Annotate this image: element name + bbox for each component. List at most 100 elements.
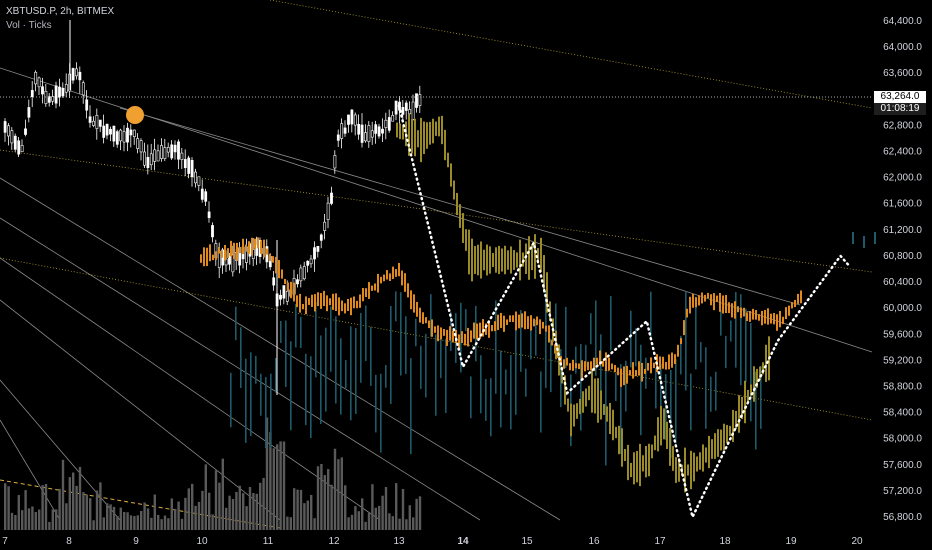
projection-orange-bar — [680, 338, 682, 344]
candle-body — [387, 117, 391, 131]
volume-bar — [157, 514, 160, 530]
candle-body — [163, 147, 167, 159]
date-tick-label: 19 — [785, 536, 797, 547]
projection-orange-bar — [758, 314, 760, 321]
projection-orange-bar — [395, 269, 397, 277]
projection-orange-bar — [734, 301, 736, 319]
date-tick-label: 15 — [521, 536, 533, 547]
date-axis: 7 8 9 10 11 12 13 14 15 16 17 18 19 20 — [2, 536, 863, 547]
candle-body — [88, 116, 92, 123]
volume-bar — [85, 494, 88, 530]
price-tick-label: 58,800.0 — [883, 381, 922, 392]
projection-orange-bar — [443, 328, 445, 336]
projection-olive-bar — [462, 213, 464, 243]
projection-volume-bar — [260, 373, 262, 416]
projection-orange-bar — [596, 357, 598, 365]
projection-volume-bar — [680, 335, 682, 375]
projection-orange-bar — [257, 237, 259, 249]
projection-orange-bar — [707, 292, 709, 299]
projection-orange-bar — [317, 292, 319, 307]
projection-orange-bar — [326, 295, 328, 312]
candle-body — [41, 86, 44, 95]
projection-orange-bar — [206, 247, 208, 267]
projection-volume-bar — [345, 360, 347, 389]
projection-orange-bar — [581, 360, 583, 379]
trend-line — [0, 177, 561, 521]
projection-orange-bar — [794, 299, 796, 308]
projection-orange-bar — [482, 319, 484, 337]
projection-orange-bar — [263, 239, 265, 258]
candle-body — [217, 250, 221, 268]
projection-orange-bar — [233, 242, 235, 260]
projection-volume-bar — [650, 291, 652, 340]
projection-volume-bar — [270, 373, 272, 448]
projection-orange-bar — [437, 325, 439, 342]
candle-body — [364, 132, 367, 142]
projection-orange-bar — [683, 320, 685, 336]
candle-body — [47, 96, 51, 103]
projection-orange-bar — [347, 298, 349, 312]
volume-bar — [174, 508, 177, 530]
projection-orange-bar — [509, 315, 511, 322]
candle-body — [10, 130, 14, 144]
projection-olive-bar — [528, 236, 530, 280]
projection-volume-bar — [670, 370, 672, 459]
projection-orange-bar — [671, 352, 673, 368]
projection-olive-bar — [477, 244, 479, 276]
projection-orange-bar — [221, 250, 223, 258]
projection-olive-bar — [396, 122, 398, 138]
volume-bar — [361, 498, 364, 530]
projection-orange-bar — [464, 333, 466, 346]
projection-volume-bar — [375, 374, 377, 433]
projection-olive-bar — [420, 117, 422, 163]
volume-bar — [184, 497, 187, 530]
volume-ma-line — [0, 479, 281, 529]
candle-body — [302, 266, 306, 280]
candle-body — [129, 129, 133, 136]
volume-bar — [208, 492, 211, 530]
projection-orange-bar — [572, 359, 574, 371]
volume-bar — [72, 472, 75, 530]
projection-olive-bar — [429, 121, 431, 145]
projection-orange-bar — [503, 315, 505, 332]
projection-orange-bar — [590, 361, 592, 371]
projection-orange-bar — [752, 308, 754, 320]
candle-body — [156, 150, 160, 162]
volume-bar — [265, 417, 269, 530]
projection-volume-bar — [695, 296, 697, 370]
projection-orange-bar — [521, 313, 523, 328]
projection-orange-bar — [731, 303, 733, 318]
projection-volume-bar — [360, 312, 362, 383]
candle-body — [81, 82, 85, 96]
projection-volume-bar — [285, 320, 287, 387]
projection-orange-bar — [290, 281, 292, 299]
projection-orange-bar — [536, 316, 538, 326]
volume-bar — [378, 505, 381, 530]
volume-bar — [242, 493, 245, 530]
volume-bar — [415, 498, 418, 530]
candle-body — [299, 267, 303, 282]
projection-orange-bar — [362, 287, 364, 302]
projection-olive-bar — [459, 204, 461, 228]
projection-orange-bar — [467, 327, 469, 347]
projection-orange-bar — [494, 321, 496, 332]
projection-orange-bar — [383, 274, 385, 282]
projection-volume-bar — [475, 305, 477, 362]
projection-orange-bar — [584, 361, 586, 372]
date-tick-label: 12 — [328, 536, 340, 547]
volume-bar — [61, 459, 65, 530]
projection-orange-bar — [761, 310, 763, 326]
projection-orange-bar — [356, 300, 358, 309]
projection-orange-bar — [323, 290, 325, 307]
projection-orange-bar — [677, 344, 679, 357]
projection-volume-bar — [715, 371, 717, 411]
marker-dot[interactable] — [126, 106, 144, 124]
projection-orange-bar — [446, 329, 448, 346]
candle-body — [102, 125, 106, 138]
projection-volume-bar — [300, 316, 302, 348]
projection-orange-bar — [254, 238, 256, 249]
volume-bar — [68, 477, 71, 530]
projection-olive-bar — [708, 435, 710, 469]
projection-orange-bar — [410, 290, 412, 310]
